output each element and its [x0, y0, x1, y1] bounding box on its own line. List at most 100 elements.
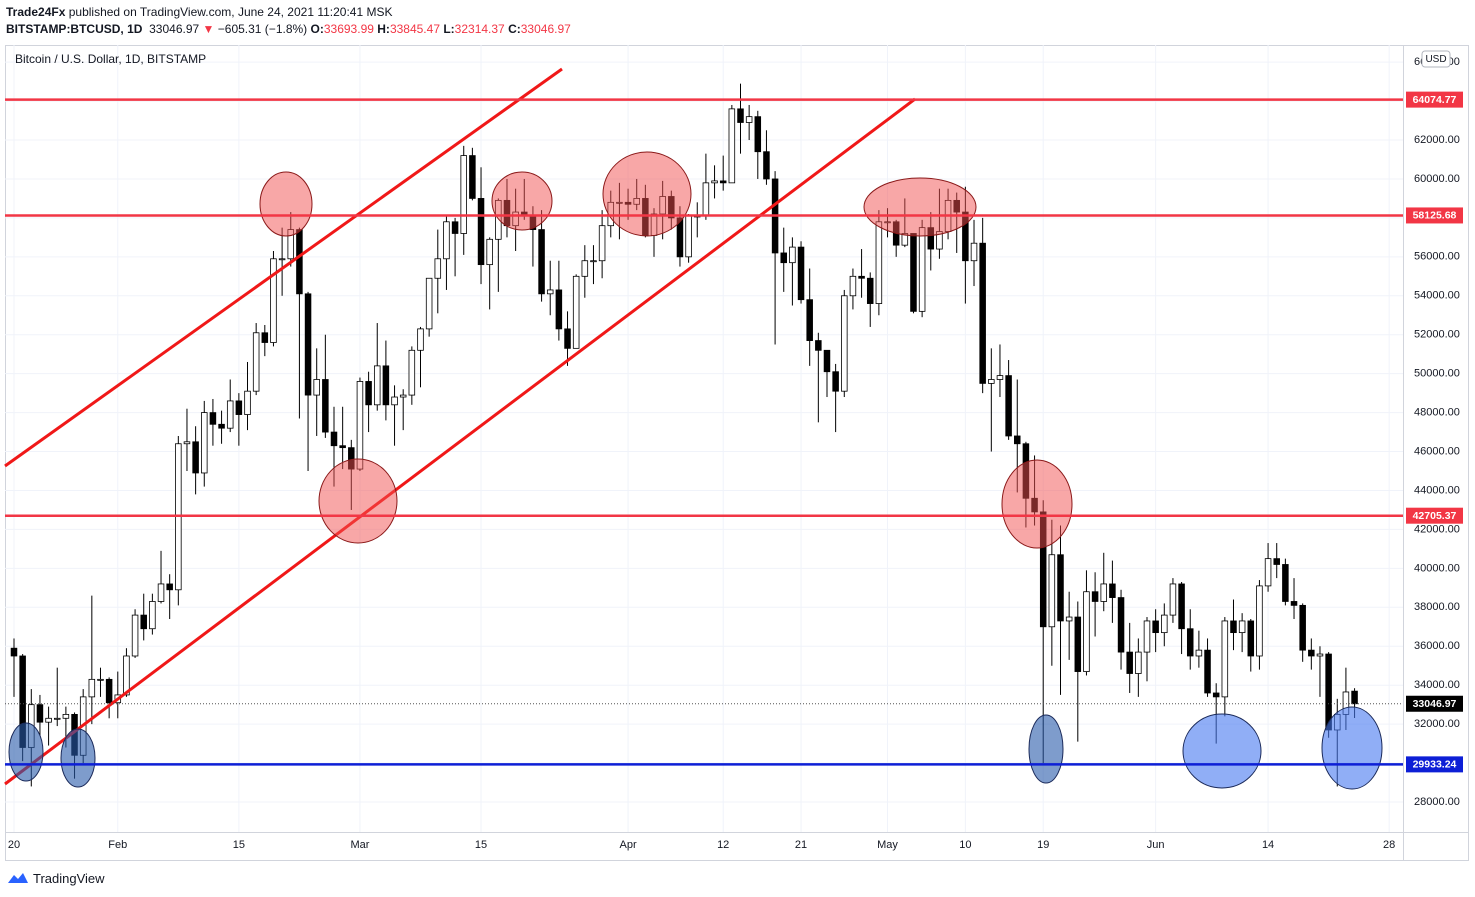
c: 33046.97	[520, 22, 571, 36]
candle-body	[218, 423, 225, 429]
level-label-box	[1406, 756, 1463, 773]
candle-body	[1273, 558, 1280, 565]
candle-body	[1143, 620, 1151, 653]
o: 33693.99	[323, 22, 374, 36]
candle-body	[1238, 620, 1246, 634]
candle-body	[45, 717, 52, 723]
candle-body	[581, 260, 589, 277]
chart-frame	[5, 45, 1469, 861]
x-tick-label: 12	[717, 839, 729, 851]
y-tick-label: 54000.00	[1414, 290, 1460, 302]
candle-body	[1186, 628, 1194, 657]
candle-body	[88, 678, 96, 698]
change: −605.31 (−1.8%)	[217, 22, 308, 36]
ohlc-line: BITSTAMP:BTCUSD, 1D 33046.97 ▼ −605.31 (…	[6, 22, 571, 36]
y-tick-label: 32000.00	[1414, 718, 1460, 730]
candle-body	[572, 275, 580, 349]
candle-body	[590, 260, 597, 263]
candle-body	[1282, 564, 1289, 602]
highlight-circle	[60, 728, 96, 788]
candle-body	[780, 252, 787, 264]
y-tick-label: 34000.00	[1414, 679, 1460, 691]
candle-body	[391, 396, 398, 406]
candle-body	[789, 246, 796, 264]
author[interactable]: Trade24Fx	[6, 5, 66, 19]
candle-body	[1065, 616, 1073, 622]
candle-body	[1351, 690, 1358, 705]
x-tick-label: Feb	[108, 839, 127, 851]
footer: TradingView	[6, 870, 105, 886]
candle-body	[546, 289, 554, 295]
x-tick-label: Apr	[620, 839, 637, 851]
candle-body	[598, 225, 606, 262]
candle-body	[417, 328, 424, 351]
candle-body	[270, 258, 277, 343]
candle-body	[763, 151, 770, 180]
candle-body	[373, 365, 381, 406]
candle-body	[460, 155, 467, 234]
candle-body	[62, 713, 70, 719]
candle-body	[226, 400, 234, 429]
candle-body	[1256, 585, 1263, 657]
y-tick-label: 40000.00	[1414, 562, 1460, 574]
x-tick-label: 21	[795, 839, 807, 851]
y-tick-label: 42000.00	[1414, 523, 1460, 535]
x-tick-label: 19	[1037, 839, 1049, 851]
candle-body	[719, 180, 727, 184]
candle-body	[910, 233, 917, 312]
level-label-box	[1406, 91, 1463, 108]
candle-body	[1221, 620, 1229, 698]
candle-body	[841, 295, 848, 392]
candle-body	[970, 242, 978, 262]
highlight-circle	[259, 171, 313, 237]
x-tick-label: 28	[1383, 839, 1395, 851]
candle-body	[823, 349, 831, 373]
candle-body	[797, 246, 805, 301]
candle-body	[754, 116, 762, 153]
candle-body	[1178, 583, 1185, 630]
arrow: ▼	[202, 22, 215, 36]
candle-body	[875, 221, 883, 304]
candle-body	[322, 379, 329, 433]
currency: USD	[1425, 54, 1446, 65]
last-price-box	[1406, 695, 1463, 712]
l-label: L:	[443, 22, 455, 36]
candle-body	[339, 445, 346, 449]
y-tick-label: 46000.00	[1414, 445, 1460, 457]
candle-body	[1316, 653, 1324, 657]
x-tick-label: Jun	[1147, 839, 1165, 851]
candle-body	[36, 704, 44, 723]
x-tick-label: 15	[233, 839, 245, 851]
candle-body	[737, 108, 744, 123]
candle-body	[304, 293, 312, 396]
candle-body	[866, 277, 874, 304]
candle-body	[244, 390, 251, 415]
o-label: O:	[310, 22, 324, 36]
trend-line	[4, 97, 916, 786]
candle-body	[1083, 591, 1090, 672]
candle-body	[1204, 649, 1211, 694]
highlight-circle	[1028, 714, 1064, 784]
candle-body	[209, 412, 217, 425]
candle-body	[1161, 614, 1168, 634]
candle-body	[1290, 601, 1298, 606]
y-tick-label: 60000.00	[1414, 173, 1460, 185]
candle-body	[443, 221, 450, 260]
candle-body	[166, 583, 173, 591]
trend-line	[4, 67, 563, 468]
currency-badge[interactable]	[1421, 50, 1451, 68]
candle-body	[1091, 591, 1099, 602]
symbol: BITSTAMP:BTCUSD, 1D	[6, 22, 143, 36]
candle-body	[1100, 583, 1108, 602]
candle-body	[988, 379, 995, 384]
logo-icon	[8, 873, 28, 883]
y-tick-label: 52000.00	[1414, 329, 1460, 341]
candle-body	[451, 221, 459, 234]
candle-body	[858, 275, 865, 279]
candle-body	[745, 116, 753, 123]
x-tick-label: 10	[959, 839, 971, 851]
l: 32314.37	[454, 22, 505, 36]
candle-body	[53, 717, 61, 720]
